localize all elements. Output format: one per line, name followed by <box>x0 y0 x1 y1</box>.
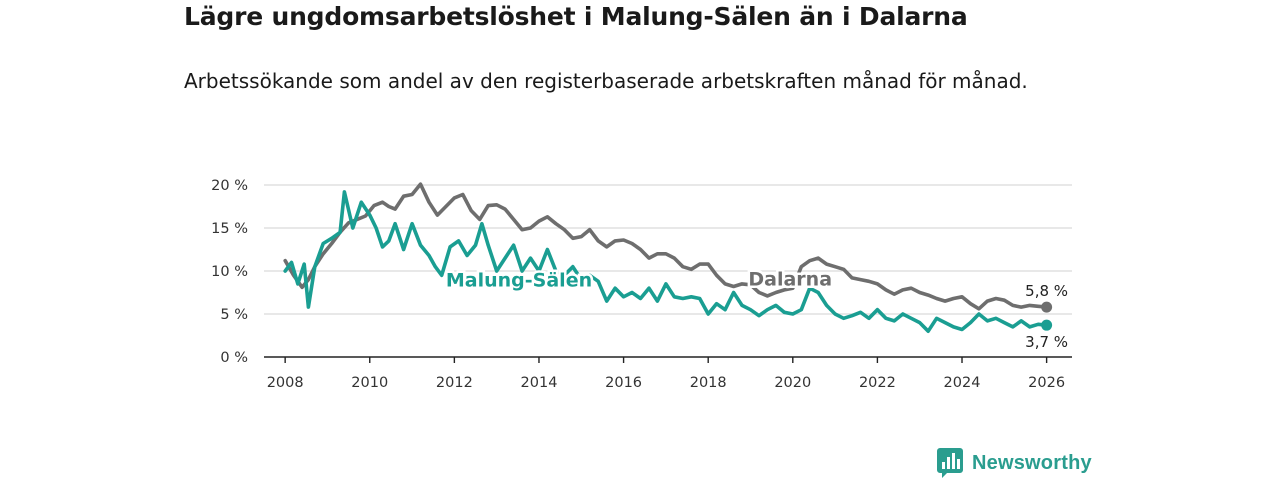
end-value-label-malung-salen: 3,7 % <box>1025 333 1068 351</box>
y-axis-ticks: 0 % 5 % 10 % 15 % 20 % <box>211 178 248 366</box>
x-tick-label: 2014 <box>521 375 558 391</box>
series-line-dalarna <box>283 182 1049 311</box>
x-tick-label: 2022 <box>859 375 896 391</box>
y-tick-label: 10 % <box>211 264 248 280</box>
series-label-dalarna: Dalarna <box>748 269 832 291</box>
end-value-label-dalarna: 5,8 % <box>1025 282 1068 300</box>
y-tick-label: 15 % <box>211 221 248 237</box>
x-axis: 2008 2010 2012 2014 2016 2018 2020 2022 2024 2026 <box>264 356 1072 391</box>
series-lines <box>283 182 1053 333</box>
x-tick-label: 2012 <box>436 375 473 391</box>
chart-subtitle: Arbetssökande som andel av den registerb… <box>184 69 1028 93</box>
gridlines <box>264 184 1072 315</box>
end-point-dalarna <box>1041 301 1053 313</box>
x-tick-label: 2024 <box>944 375 981 391</box>
series-label-malung-salen: Malung-Sälen <box>446 269 592 291</box>
newsworthy-brand-name: Newsworthy <box>972 451 1092 474</box>
x-tick-label: 2026 <box>1028 375 1065 391</box>
x-tick-label: 2008 <box>267 375 304 391</box>
newsworthy-logo: Newsworthy <box>937 448 1092 478</box>
newsworthy-logo-icon <box>937 448 963 478</box>
end-point-malung-salen <box>1041 319 1053 331</box>
x-tick-label: 2016 <box>605 375 642 391</box>
x-tick-label: 2018 <box>690 375 727 391</box>
y-tick-label: 20 % <box>211 178 248 194</box>
series-line-malung-salen <box>283 190 1049 333</box>
x-tick-label: 2010 <box>351 375 388 391</box>
y-tick-label: 0 % <box>220 350 248 366</box>
series-labels: Malung-Sälen Dalarna 5,8 % 3,7 % <box>443 266 1070 353</box>
chart-title: Lägre ungdomsarbetslöshet i Malung-Sälen… <box>184 2 968 31</box>
y-tick-label: 5 % <box>220 307 248 323</box>
x-tick-label: 2020 <box>774 375 811 391</box>
